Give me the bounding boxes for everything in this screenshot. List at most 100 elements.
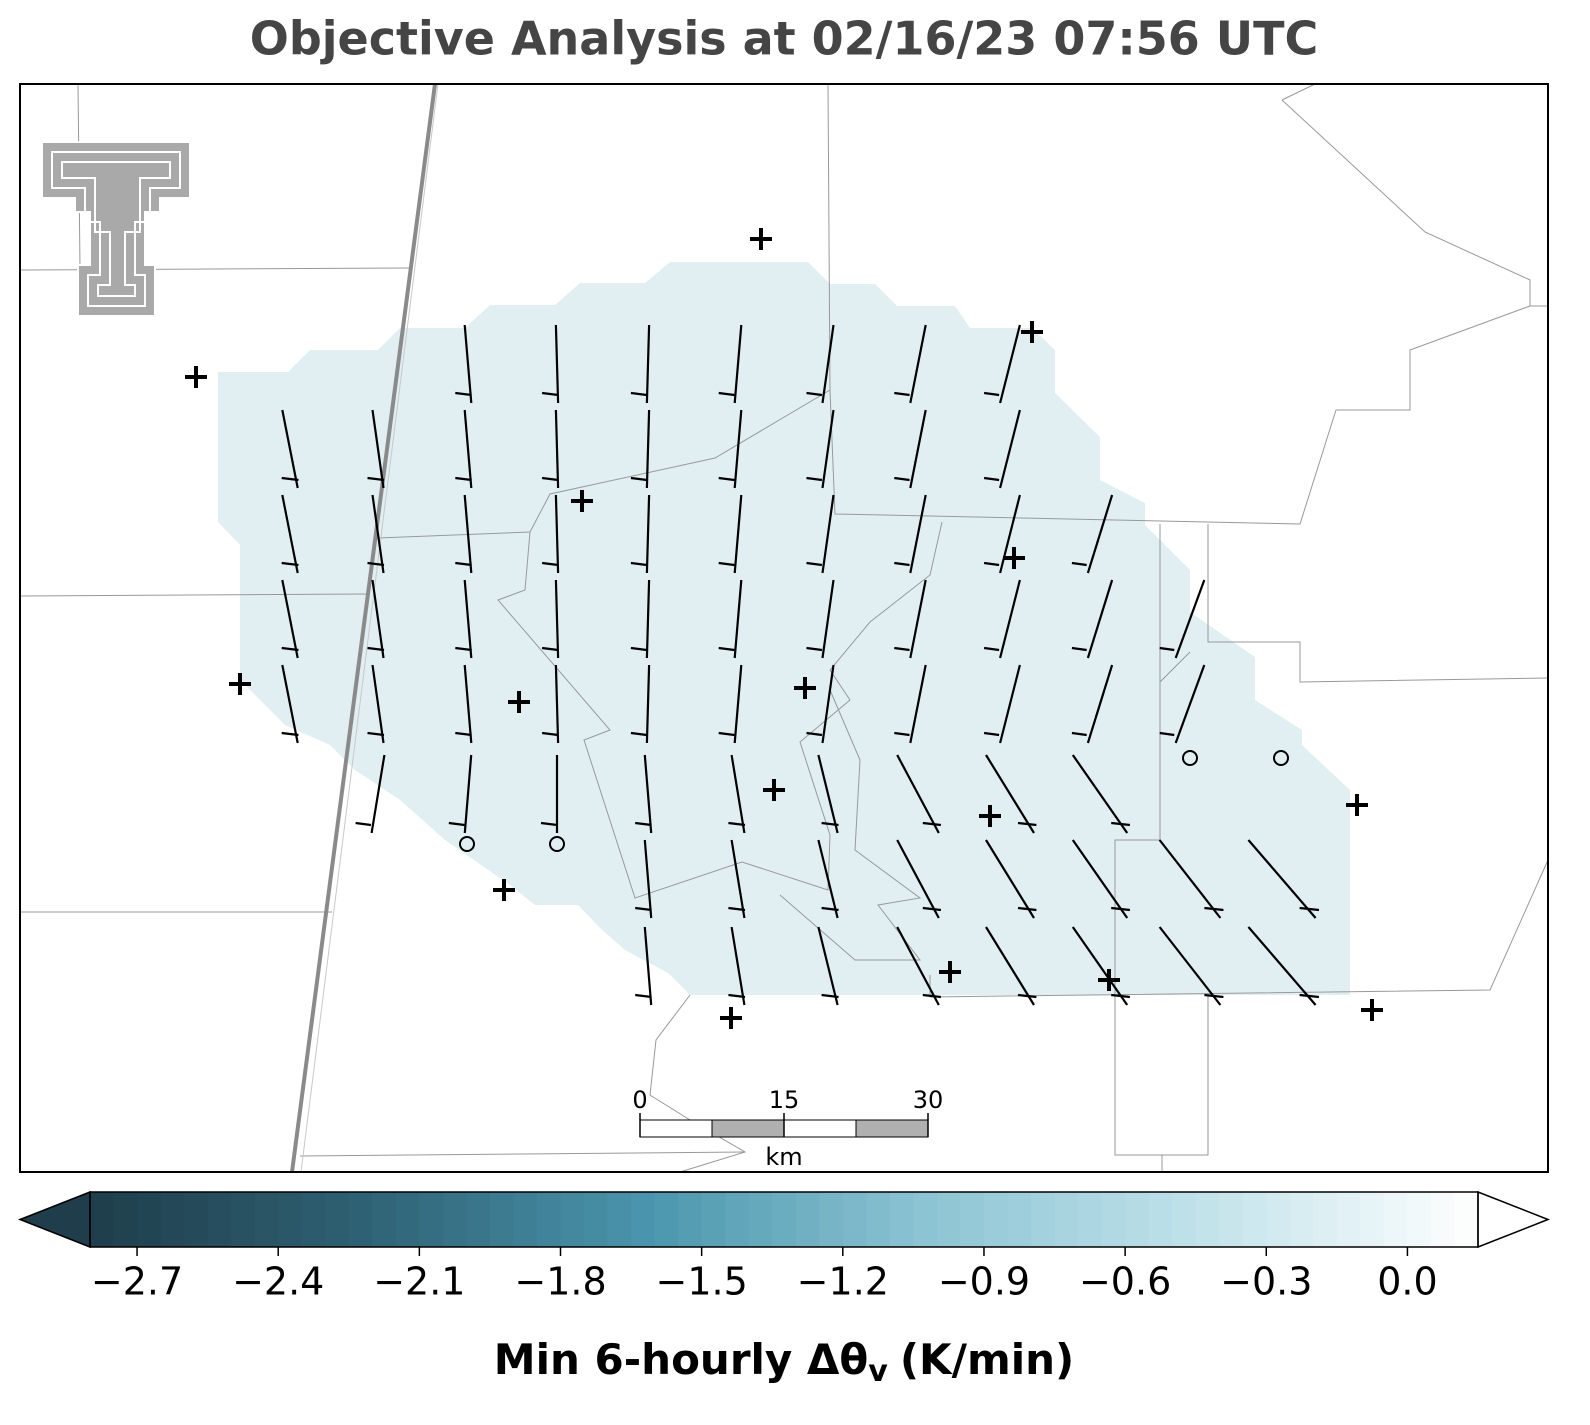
wind-barb (554, 664, 560, 744)
colorbar-tick-label: 0.0 (1377, 1260, 1437, 1304)
color-segment (842, 1192, 867, 1247)
wind-barb-flag (1017, 906, 1037, 912)
color-segment (442, 1192, 468, 1247)
wind-barb (370, 754, 386, 834)
wind-barb (554, 579, 560, 659)
color-segment (1172, 1192, 1197, 1247)
wind-barb (1071, 754, 1129, 834)
wind-barb-flag (806, 731, 823, 737)
station-plus (1361, 999, 1383, 1021)
wind-barb-flag (718, 476, 735, 482)
wind-barb (463, 494, 473, 574)
wind-barb-flag (455, 391, 472, 397)
wind-barb-flag (983, 646, 1000, 652)
wind-barb-flag (821, 993, 839, 999)
wind-barb (281, 494, 299, 574)
colorbar-tick-label: −2.7 (91, 1260, 183, 1304)
map-frame (19, 83, 1549, 1173)
wind-barb-flag (894, 476, 910, 482)
wind-barb (821, 494, 835, 574)
scale-unit: km (765, 1143, 802, 1171)
wind-barb (645, 494, 651, 574)
wind-barb-flag (806, 561, 823, 567)
wind-barb (645, 324, 651, 404)
station-plus (185, 366, 207, 388)
wind-barb-flag (635, 993, 652, 999)
color-segment (725, 1192, 750, 1247)
wind-barb (730, 926, 746, 1006)
wind-barb-flag (983, 476, 1000, 482)
wind-barb-flag (355, 821, 372, 827)
wind-barb-flag (367, 476, 385, 482)
wind-barb-flag (806, 391, 823, 397)
wind-barb-flag (367, 731, 385, 737)
wind-barb (281, 409, 299, 489)
color-segment (1430, 1192, 1456, 1247)
color-segment (1125, 1192, 1150, 1247)
wind-barb (985, 926, 1035, 1006)
map: 0 15 30 km (19, 83, 1549, 1173)
color-segment (207, 1192, 232, 1247)
wind-barb-flag (821, 821, 839, 827)
wind-barb (554, 324, 560, 404)
scale-segment (783, 1119, 857, 1138)
wind-barb (643, 839, 653, 919)
wind-barb-flag (1017, 821, 1037, 827)
wind-barb-flag (541, 561, 559, 567)
wind-barb (371, 494, 385, 574)
wind-barb-flag (455, 561, 472, 567)
wind-barb (463, 664, 473, 744)
colorbar-tick-label: −2.1 (373, 1260, 465, 1304)
colorbar-label-units: (K/min) (900, 1335, 1074, 1384)
wind-barb-flag (1299, 993, 1320, 999)
station-plus (508, 691, 530, 713)
scale-label: 30 (913, 1086, 944, 1114)
wind-barb (371, 664, 385, 744)
wind-barb (1086, 494, 1114, 574)
highway (290, 83, 437, 1173)
colorbar-frame (89, 1191, 1479, 1248)
color-segment (278, 1192, 303, 1247)
wind-barb (371, 579, 385, 659)
color-segment (960, 1192, 985, 1247)
wind-barb (1086, 664, 1114, 744)
wind-barb-flag (281, 646, 299, 652)
wind-barb (730, 839, 746, 919)
color-segment (983, 1192, 1009, 1247)
color-segment (1078, 1192, 1103, 1247)
wind-barb-flag (630, 561, 647, 567)
wind-barb-flag (540, 821, 558, 827)
wind-barb (909, 409, 927, 489)
wind-barb-flag (1071, 646, 1087, 652)
wind-barb (821, 664, 835, 744)
color-segment (1454, 1192, 1479, 1247)
color-segment (1219, 1192, 1244, 1247)
wind-barb-flag (728, 821, 746, 827)
color-segment (372, 1192, 397, 1247)
colorbar-label-text: Min 6-hourly Δθ (494, 1335, 869, 1384)
wind-barb (1071, 926, 1129, 1006)
wind-barb (643, 926, 653, 1006)
station-plus (750, 228, 772, 250)
wind-barb-flag (1204, 993, 1224, 999)
wind-barb-flag (894, 731, 910, 737)
color-segment (1383, 1192, 1409, 1247)
station-plus (939, 961, 961, 983)
wind-barb-flag (367, 646, 385, 652)
color-segment (513, 1192, 538, 1247)
chart-title: Objective Analysis at 02/16/23 07:56 UTC (250, 12, 1319, 66)
wind-barb-flag (1071, 561, 1087, 567)
scale-bar: 0 15 30 km (632, 1086, 943, 1171)
colorbar-tick-label: −1.5 (656, 1260, 748, 1304)
color-segment (748, 1192, 773, 1247)
wind-barb (896, 754, 940, 834)
color-segment (1242, 1192, 1267, 1247)
wind-barb (730, 754, 746, 834)
color-segment (1360, 1192, 1385, 1247)
wind-barb-flag (1159, 731, 1175, 737)
station-circle (549, 836, 565, 852)
color-segment (1407, 1192, 1432, 1247)
station-plus (1098, 969, 1120, 991)
county-borders (19, 83, 1549, 1173)
color-segment (701, 1192, 726, 1247)
